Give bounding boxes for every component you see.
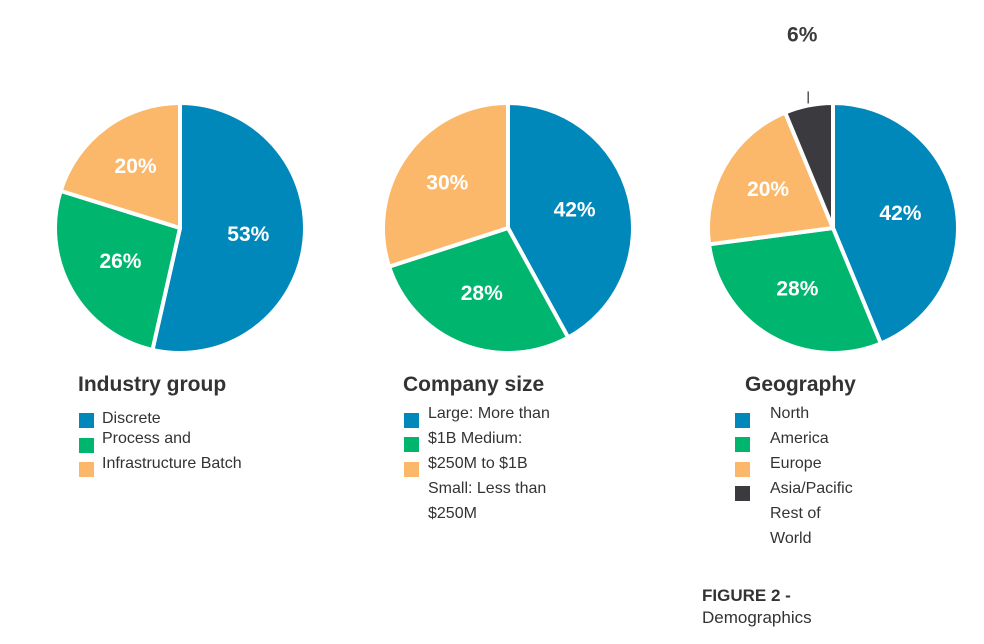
pie-slice xyxy=(506,101,635,340)
legend-swatch-small xyxy=(404,462,419,477)
pie-slice-label: 28% xyxy=(461,282,503,305)
legend-text: Rest of xyxy=(770,505,821,522)
pie-industry-group: 53% 26% 20% xyxy=(53,101,307,355)
geography-title: Geography xyxy=(745,373,856,396)
pie-company-size: 42% 28% 30% xyxy=(381,101,635,355)
legend-swatch-north-america xyxy=(735,413,750,428)
legend-swatch-large xyxy=(404,413,419,428)
industry-group-title: Industry group xyxy=(78,373,227,396)
legend-text: Large: More than xyxy=(428,405,550,422)
legend-swatch-batch xyxy=(79,462,94,477)
legend-text: Europe xyxy=(770,455,822,472)
legend-text: Asia/Pacific xyxy=(770,480,853,497)
legend-text: $250M xyxy=(428,505,477,522)
figure-subtitle: Demographics xyxy=(702,608,812,627)
legend-swatch-medium xyxy=(404,437,419,452)
pie-slice xyxy=(58,101,182,230)
legend-swatch-process xyxy=(79,438,94,453)
legend-text: America xyxy=(770,430,829,447)
company-size-title: Company size xyxy=(403,373,545,396)
legend-text: $250M to $1B xyxy=(428,455,528,472)
pie-slice-label: 30% xyxy=(426,171,468,194)
pie-slice xyxy=(150,101,307,355)
pie-slice-label: 53% xyxy=(227,223,269,246)
legend-text: $1B Medium: xyxy=(428,430,523,447)
pie-slice-label: 20% xyxy=(747,178,789,201)
pie-slice xyxy=(831,101,960,346)
pie-slice xyxy=(53,188,182,352)
pie-slice xyxy=(706,110,835,247)
pie-slice-label: 28% xyxy=(776,277,818,300)
pie-slice-label: 6% xyxy=(787,24,818,47)
legend-text: World xyxy=(770,530,812,547)
pie-slice-label: 20% xyxy=(115,155,157,178)
legend-swatch-europe xyxy=(735,437,750,452)
pie-slice xyxy=(387,226,571,355)
legend-text: Infrastructure Batch xyxy=(102,455,242,472)
legend-swatch-rest-of-world xyxy=(735,486,750,501)
pie-geography: 42% 28% 20% 6% xyxy=(706,24,960,355)
pie-slice-label: 26% xyxy=(99,250,141,273)
pie-slice-label: 42% xyxy=(879,202,921,225)
legend-text: Process and xyxy=(102,430,191,447)
legend-text: North xyxy=(770,405,810,422)
legend-text: Small: Less than xyxy=(428,480,547,497)
legend-text: Discrete xyxy=(102,410,161,427)
pie-slice xyxy=(707,226,883,355)
pie-slice xyxy=(783,101,835,230)
legend-swatch-discrete xyxy=(79,413,94,428)
pie-slice-label: 42% xyxy=(554,198,596,221)
figure-title: FIGURE 2 - xyxy=(702,586,791,605)
legend-swatch-asia-pacific xyxy=(735,462,750,477)
pie-slice xyxy=(381,101,510,269)
